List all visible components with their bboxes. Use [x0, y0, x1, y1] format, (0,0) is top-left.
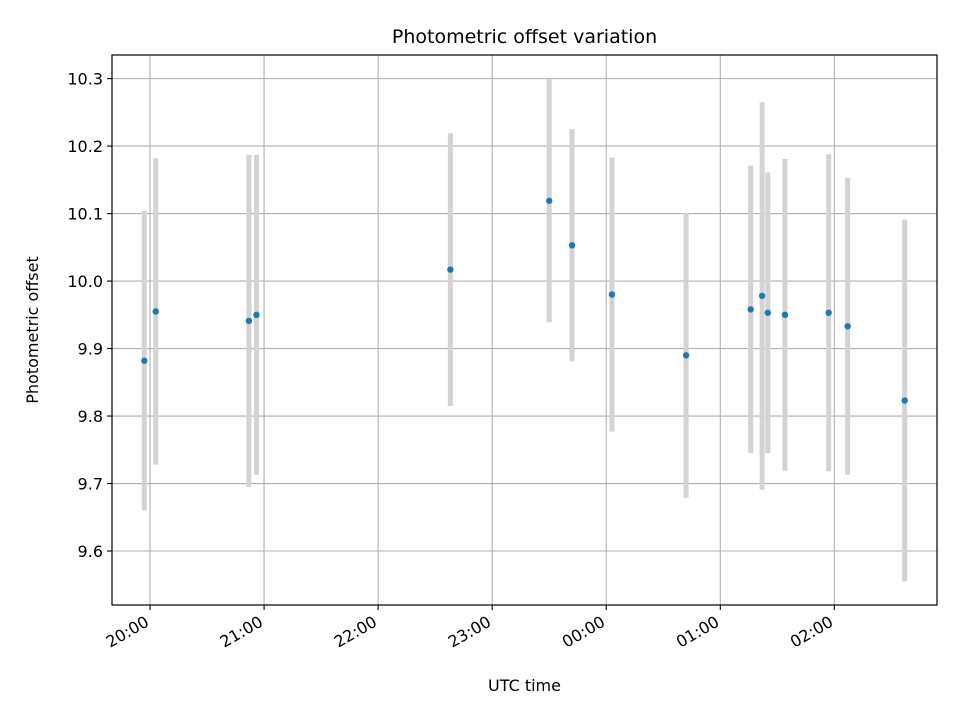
data-point	[747, 306, 754, 313]
plot-frame	[111, 54, 938, 606]
y-tick-label: 9.6	[78, 542, 103, 561]
y-axis: 9.6 9.7 9.8 9.9 10.0 10.1 10.2 10.3	[67, 70, 112, 561]
data-point	[568, 242, 576, 249]
chart-title: Photometric offset variation	[392, 26, 657, 48]
data-point	[245, 317, 253, 325]
x-tick-label: 01:00	[673, 612, 722, 652]
data-point	[253, 311, 260, 319]
x-tick-label: 23:00	[445, 612, 494, 652]
data-point	[764, 309, 772, 316]
x-tick-label: 20:00	[103, 612, 152, 652]
data-point	[546, 197, 553, 204]
y-tick-label: 10.1	[67, 205, 103, 224]
x-tick-label: 00:00	[559, 612, 608, 652]
plot-background	[112, 55, 937, 605]
y-tick-label: 9.7	[78, 475, 103, 494]
x-tick-label: 22:00	[331, 612, 380, 652]
x-axis-title: UTC time	[488, 676, 561, 695]
data-point	[844, 323, 851, 330]
data-point	[608, 291, 616, 298]
x-tick-label: 21:00	[217, 612, 266, 652]
data-point	[781, 311, 789, 319]
x-axis: 20:00 21:00 22:00 23:00 00:00 01:00 02:00	[103, 605, 836, 652]
y-tick-label: 9.9	[78, 340, 103, 359]
data-points	[141, 197, 908, 404]
data-point	[758, 292, 766, 300]
data-point	[447, 266, 454, 273]
y-axis-title: Photometric offset	[23, 256, 42, 404]
data-point	[825, 309, 832, 316]
data-point	[141, 357, 148, 364]
y-tick-label: 10.3	[67, 70, 103, 89]
data-point	[682, 352, 690, 359]
data-point	[901, 397, 908, 404]
y-tick-label: 9.8	[78, 407, 103, 426]
data-point	[152, 308, 159, 315]
y-tick-label: 10.2	[67, 137, 103, 156]
x-tick-label: 02:00	[787, 612, 836, 652]
y-tick-label: 10.0	[67, 272, 103, 291]
